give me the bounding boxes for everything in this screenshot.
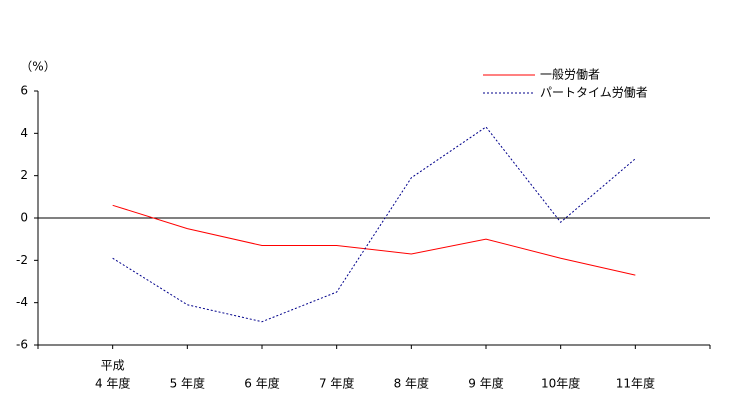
y-tick-label: -6 (16, 338, 28, 352)
x-tick-label: 4 年度 (95, 376, 130, 391)
y-unit-label: （%） (20, 60, 55, 74)
x-tick-label: 10年度 (541, 376, 580, 391)
era-label: 平成 (101, 359, 125, 373)
x-tick-label: 9 年度 (468, 376, 503, 391)
x-tick-label: 11年度 (616, 376, 655, 391)
legend-label: パートタイム労働者 (540, 86, 648, 100)
y-tick-label: 2 (20, 168, 28, 182)
series-line (112, 204, 636, 276)
x-tick-label: 7 年度 (319, 376, 354, 391)
series-line (112, 126, 636, 323)
x-tick-label: 6 年度 (244, 376, 279, 391)
x-tick-label: 5 年度 (170, 376, 205, 391)
y-tick-label: 6 (20, 84, 28, 98)
y-tick-label: -4 (16, 295, 28, 309)
y-tick-label: 4 (20, 126, 28, 140)
y-tick-label: 0 (20, 211, 28, 225)
y-tick-label: -2 (16, 253, 28, 267)
x-tick-label: 8 年度 (394, 376, 429, 391)
legend-label: 一般労働者 (540, 67, 600, 82)
